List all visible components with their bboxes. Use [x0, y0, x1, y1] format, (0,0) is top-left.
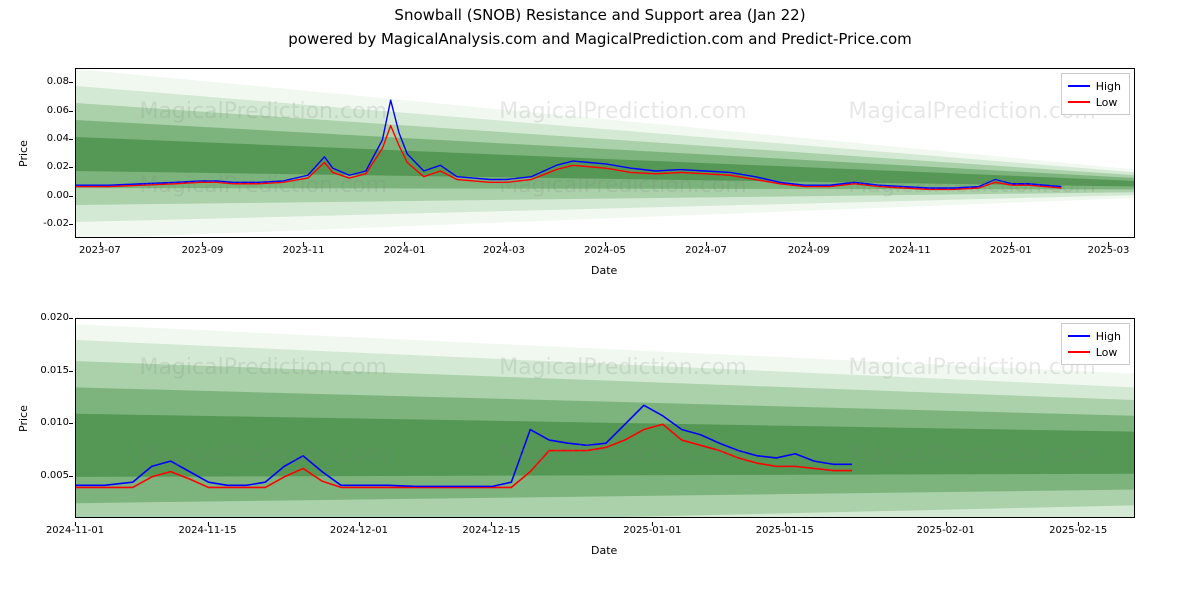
- ytick: 0.005: [25, 471, 69, 481]
- xtick: 2025-02-01: [917, 526, 975, 536]
- legend-item-high: High: [1068, 328, 1121, 344]
- xtick: 2024-05: [584, 246, 626, 256]
- legend-swatch-low: [1068, 351, 1090, 353]
- xtick: 2025-01: [990, 246, 1032, 256]
- xtick: 2024-12-15: [462, 526, 520, 536]
- ytick: 0.08: [25, 77, 69, 87]
- chart1-plot-area: MagicalPrediction.com MagicalPrediction.…: [76, 69, 1134, 237]
- chart1-legend: High Low: [1061, 73, 1130, 115]
- legend-item-low: Low: [1068, 344, 1121, 360]
- xtick: 2023-07: [79, 246, 121, 256]
- ytick: 0.02: [25, 162, 69, 172]
- legend-item-high: High: [1068, 78, 1121, 94]
- xtick: 2025-01-15: [756, 526, 814, 536]
- chart2-svg: [76, 319, 1134, 517]
- xtick: 2024-12-01: [330, 526, 388, 536]
- xtick: 2023-09: [182, 246, 224, 256]
- chart2-plot-area: MagicalPrediction.com MagicalPrediction.…: [76, 319, 1134, 517]
- ytick: 0.020: [25, 313, 69, 323]
- chart-title: Snowball (SNOB) Resistance and Support a…: [0, 6, 1200, 24]
- legend-label-high: High: [1096, 330, 1121, 343]
- xtick: 2025-03: [1088, 246, 1130, 256]
- chart2-xlabel: Date: [591, 544, 617, 557]
- ytick: 0.00: [25, 191, 69, 201]
- chart1-ylabel: Price: [17, 140, 30, 167]
- chart2-axes: MagicalPrediction.com MagicalPrediction.…: [75, 318, 1135, 518]
- ytick: -0.02: [25, 219, 69, 229]
- xtick: 2024-07: [685, 246, 727, 256]
- xtick: 2024-01: [384, 246, 426, 256]
- chart2-legend: High Low: [1061, 323, 1130, 365]
- xtick: 2024-11-01: [46, 526, 104, 536]
- xtick: 2023-11: [283, 246, 325, 256]
- legend-label-high: High: [1096, 80, 1121, 93]
- xtick: 2024-11: [889, 246, 931, 256]
- ytick: 0.010: [25, 418, 69, 428]
- legend-swatch-high: [1068, 85, 1090, 87]
- chart2-ylabel: Price: [17, 405, 30, 432]
- legend-label-low: Low: [1096, 96, 1118, 109]
- ytick: 0.06: [25, 106, 69, 116]
- chart-subtitle: powered by MagicalAnalysis.com and Magic…: [0, 30, 1200, 48]
- xtick: 2024-09: [788, 246, 830, 256]
- chart1-xlabel: Date: [591, 264, 617, 277]
- xtick: 2024-11-15: [178, 526, 236, 536]
- legend-label-low: Low: [1096, 346, 1118, 359]
- xtick: 2024-03: [483, 246, 525, 256]
- xtick: 2025-01-01: [623, 526, 681, 536]
- figure: Snowball (SNOB) Resistance and Support a…: [0, 0, 1200, 600]
- legend-item-low: Low: [1068, 94, 1121, 110]
- legend-swatch-high: [1068, 335, 1090, 337]
- xtick: 2025-02-15: [1049, 526, 1107, 536]
- ytick: 0.04: [25, 134, 69, 144]
- chart1-svg: [76, 69, 1134, 237]
- chart1-axes: MagicalPrediction.com MagicalPrediction.…: [75, 68, 1135, 238]
- ytick: 0.015: [25, 366, 69, 376]
- legend-swatch-low: [1068, 101, 1090, 103]
